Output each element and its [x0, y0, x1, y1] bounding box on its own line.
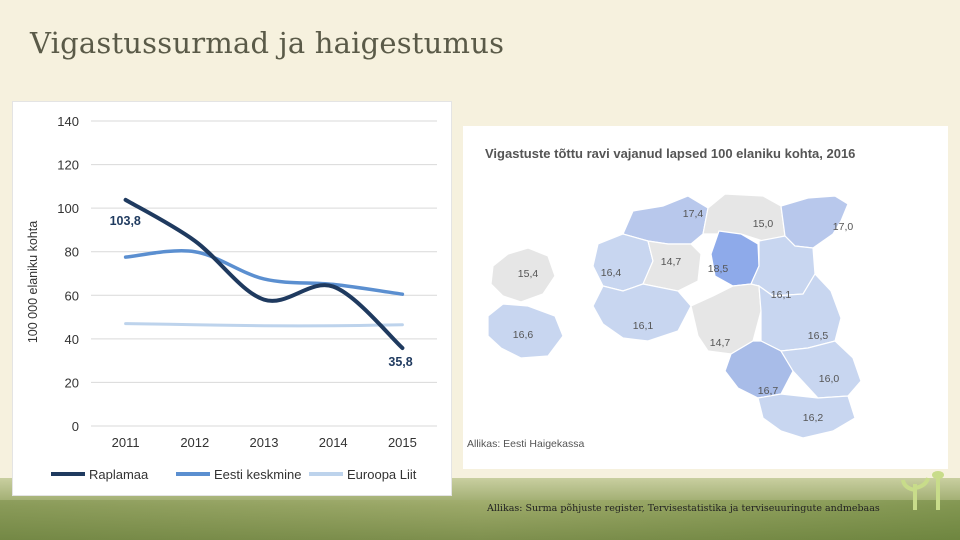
slide-title: Vigastussurmad ja haigestumus [30, 26, 505, 60]
map-card: Vigastuste tõttu ravi vajanud lapsed 100… [463, 126, 948, 469]
series-line-2 [123, 249, 405, 296]
region-value-label: 16,7 [758, 385, 779, 397]
series-line-3 [124, 322, 404, 328]
legend-label: Raplamaa [89, 467, 149, 482]
map-region [592, 283, 692, 342]
map-region [758, 273, 842, 352]
region-value-label: 16,5 [808, 330, 829, 342]
map-region [622, 195, 709, 245]
region-value-label: 15,0 [753, 218, 774, 230]
y-tick-label: 140 [57, 114, 79, 129]
region-value-label: 16,0 [819, 373, 840, 385]
x-tick-label: 2015 [388, 435, 417, 450]
map-source: Allikas: Eesti Haigekassa [467, 438, 584, 450]
map-region [487, 303, 564, 359]
y-tick-label: 100 [57, 201, 79, 216]
region-value-label: 15,4 [518, 268, 539, 280]
y-tick-label: 40 [65, 332, 79, 347]
region-value-label: 18,5 [708, 263, 729, 275]
legend-label: Euroopa Liit [347, 467, 417, 482]
region-value-label: 14,7 [710, 337, 731, 349]
region-value-label: 16,6 [513, 329, 534, 341]
y-tick-label: 120 [57, 158, 79, 173]
x-tick-label: 2014 [319, 435, 348, 450]
region-value-label: 16,2 [803, 412, 824, 424]
sprout-icon [901, 471, 944, 510]
map-region [642, 240, 702, 292]
map-title: Vigastuste tõttu ravi vajanud lapsed 100… [485, 146, 855, 161]
region-value-label: 16,4 [601, 267, 622, 279]
y-axis-label: 100 000 elaniku kohta [26, 221, 40, 343]
region-value-label: 17,4 [683, 208, 704, 220]
estonia-map: Vigastuste tõttu ravi vajanud lapsed 100… [467, 146, 862, 450]
region-value-label: 16,1 [633, 320, 654, 332]
data-label: 103,8 [110, 214, 141, 228]
region-value-label: 16,1 [771, 289, 792, 301]
y-tick-label: 20 [65, 375, 79, 390]
line-chart-card: 0 20 40 60 80 100 120 140 2011 2012 2013 2014 2015 10… [12, 101, 452, 496]
region-value-label: 14,7 [661, 256, 682, 268]
line-chart: 0 20 40 60 80 100 120 140 2011 2012 2013 2014 2015 10… [26, 114, 437, 482]
series-line-1 [123, 197, 405, 351]
x-tick-label: 2011 [112, 435, 140, 450]
legend-label: Eesti keskmine [214, 467, 301, 482]
y-tick-label: 0 [72, 419, 79, 434]
map-region [757, 393, 856, 439]
y-tick-label: 60 [65, 288, 79, 303]
x-tick-label: 2013 [250, 435, 279, 450]
source-note: Allikas: Surma põhjuste register, Tervis… [487, 503, 880, 514]
map-region [724, 340, 794, 399]
data-label: 35,8 [388, 355, 412, 369]
region-value-label: 17,0 [833, 221, 854, 233]
y-tick-label: 80 [65, 245, 79, 260]
map-region [490, 247, 556, 303]
x-tick-label: 2012 [180, 435, 209, 450]
map-region [710, 230, 760, 287]
map-region [780, 340, 862, 399]
grass-background-overlay [0, 500, 960, 540]
